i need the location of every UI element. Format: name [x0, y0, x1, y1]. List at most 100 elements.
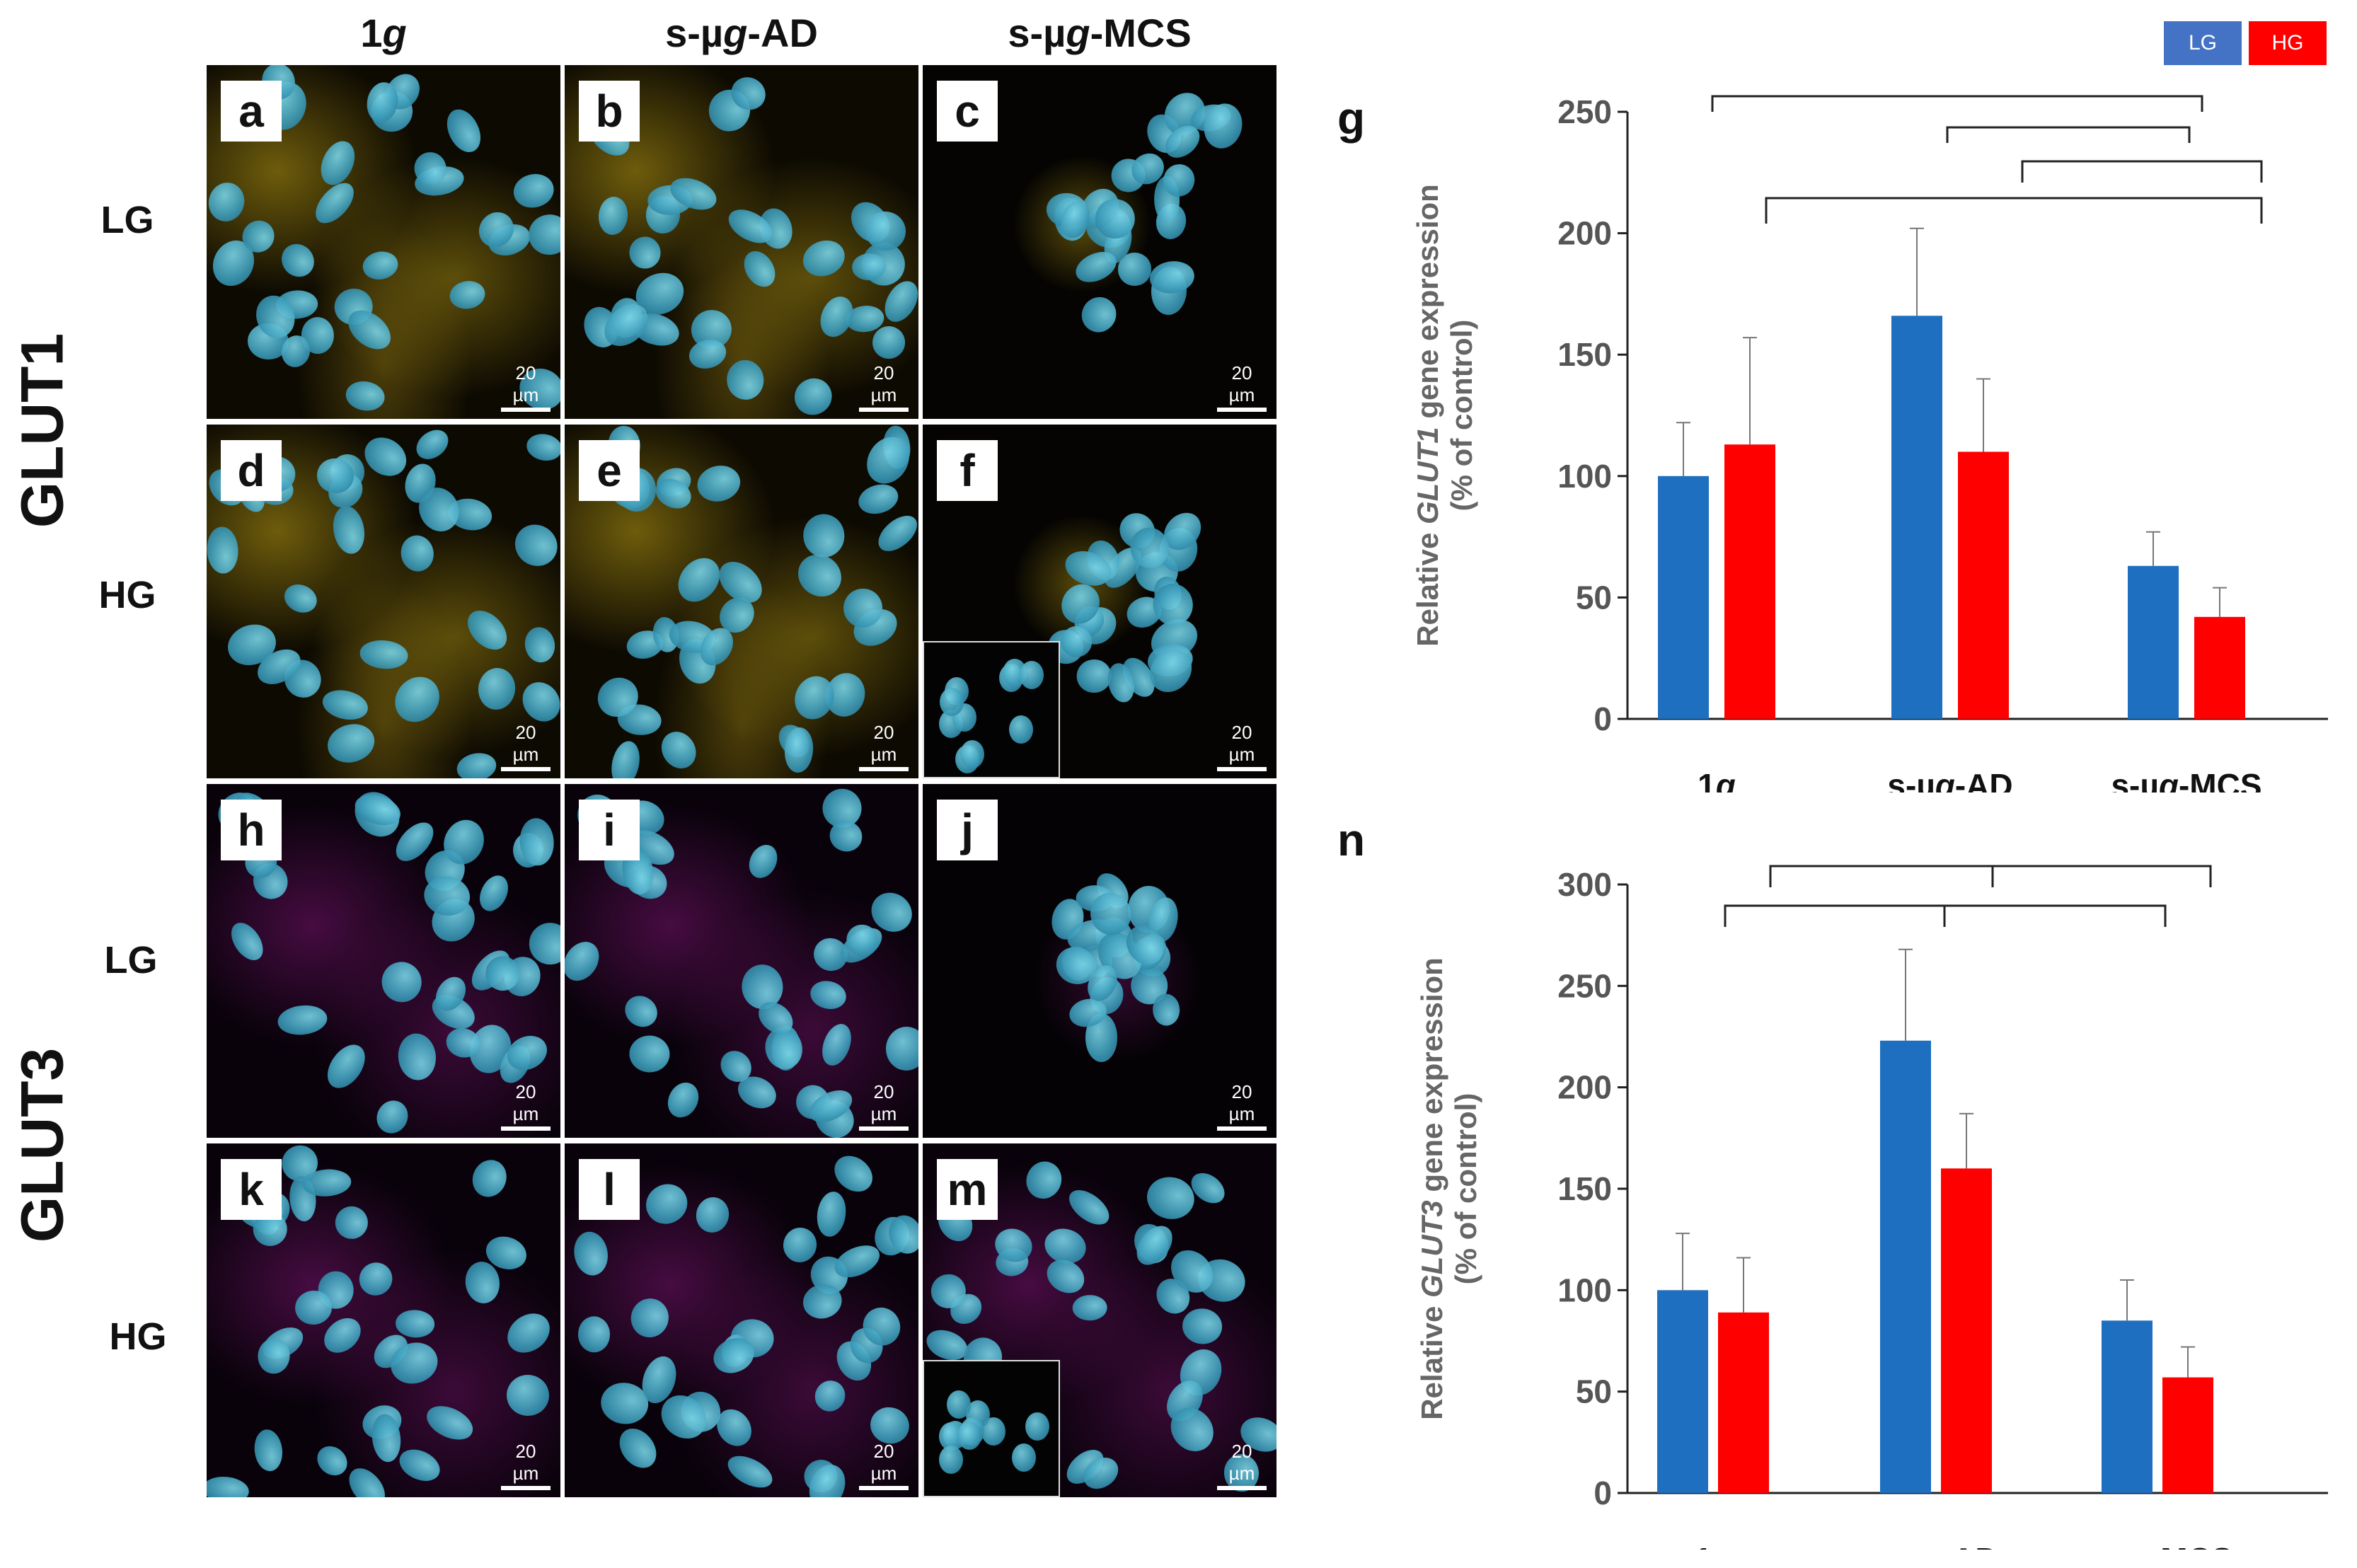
cell-nucleus: [957, 1422, 982, 1451]
cell-nucleus: [938, 1445, 963, 1474]
cell-nucleus: [320, 1038, 373, 1095]
cell-nucleus: [466, 1155, 513, 1203]
column-header-s-ug-mcs: s-µg-MCS: [1008, 11, 1192, 55]
legend-hg: HG: [2249, 21, 2327, 65]
x-tick-label-pre: s-µ: [1887, 767, 1935, 792]
panel-letter-a: a: [221, 81, 282, 142]
y-axis-sublabel: (% of control): [1445, 320, 1478, 512]
bar-hg: [1718, 1312, 1769, 1493]
scale-bar-label: 20 µm: [870, 722, 897, 765]
x-tick-label-italic: g: [1715, 767, 1736, 792]
cell-nucleus: [817, 1020, 857, 1070]
panel-letter-n: n: [1337, 814, 1366, 865]
cell-nucleus: [276, 1003, 329, 1037]
x-tick-label-pre: s-µ: [2111, 767, 2158, 792]
cell-nucleus: [1009, 715, 1034, 744]
scale-bar-label: 20 µm: [1228, 1081, 1255, 1124]
x-tick-label-pre: s-µ: [2082, 1541, 2129, 1550]
micrograph-panel-m: m 20 µm: [923, 1143, 1277, 1497]
micrograph-panel-d: d 20 µm: [207, 425, 560, 778]
x-tick-label: s-µg-MCS: [2082, 1541, 2232, 1550]
row-label-glut3-hg: HG: [109, 1315, 167, 1358]
micrograph-panel-k: k 20 µm: [207, 1143, 560, 1497]
cell-nucleus: [476, 665, 519, 713]
scale-bar-line: [501, 408, 551, 412]
cell-nucleus: [788, 371, 839, 419]
x-tick-label-post: -MCS: [2150, 1541, 2233, 1550]
y-tick-label: 150: [1557, 1170, 1612, 1207]
y-tick-label: 250: [1557, 967, 1612, 1004]
cell-nucleus: [725, 358, 766, 402]
cell-nucleus: [855, 480, 902, 519]
cell-nucleus: [454, 749, 499, 778]
bar-lg: [1657, 1290, 1708, 1493]
y-axis-label-pre: Relative: [1411, 524, 1444, 647]
scale-bar-label: 20 µm: [1228, 722, 1255, 765]
cell-nucleus: [577, 1316, 611, 1353]
panel-letter-c: c: [937, 81, 998, 142]
scale-bar-label: 20 µm: [512, 1081, 539, 1124]
scale-bar: 20 µm: [501, 1441, 551, 1490]
row-label-glut1-hg: HG: [98, 574, 156, 616]
y-tick-label: 200: [1557, 1069, 1612, 1106]
column-header-1g: 1g: [360, 11, 407, 55]
cell-nucleus: [959, 740, 984, 769]
cell-nucleus: [342, 1461, 392, 1497]
bar-hg: [1958, 451, 2009, 719]
scale-bar-line: [1217, 1126, 1267, 1131]
cell-nucleus: [884, 1025, 918, 1073]
cell-nucleus: [655, 725, 703, 776]
zoom-inset: [923, 1360, 1060, 1497]
panel-letter-g: g: [1337, 93, 1366, 144]
y-axis-label-gene: GLUT3: [1415, 1200, 1448, 1298]
scale-bar: 20 µm: [1217, 722, 1267, 771]
cell-nucleus: [743, 840, 783, 884]
cell-nucleus: [328, 503, 368, 557]
group-label-glut3: GLUT3: [8, 1047, 76, 1243]
cell-nucleus: [797, 234, 850, 282]
cell-nucleus: [809, 1375, 851, 1417]
cell-nucleus: [526, 212, 560, 257]
cell-nucleus: [939, 688, 964, 717]
scale-bar-line: [859, 1126, 909, 1131]
cell-nucleus: [1020, 661, 1044, 690]
cell-nucleus: [323, 718, 379, 768]
scale-bar-line: [859, 1486, 909, 1490]
panel-letter-m: m: [937, 1159, 998, 1220]
bar-lg: [1658, 475, 1709, 719]
scale-bar: 20 µm: [859, 1081, 909, 1131]
cell-nucleus: [780, 1224, 821, 1266]
x-tick-label-post: -AD: [1941, 1541, 1999, 1550]
cell-nucleus: [807, 977, 849, 1013]
scale-bar-line: [501, 1126, 551, 1131]
cell-nucleus: [946, 1390, 971, 1419]
cell-nucleus: [395, 1309, 436, 1339]
cell-nucleus: [311, 1440, 354, 1482]
cell-nucleus: [872, 508, 918, 558]
cell-nucleus: [474, 871, 514, 916]
scale-bar: 20 µm: [859, 722, 909, 771]
y-axis-label-post: gene expression: [1411, 184, 1444, 427]
y-tick-label: 50: [1576, 1373, 1612, 1410]
y-tick-label: 50: [1576, 579, 1612, 616]
y-tick-label: 250: [1557, 93, 1612, 130]
cell-nucleus: [394, 1443, 445, 1487]
cell-nucleus: [252, 1428, 285, 1473]
scale-bar-line: [501, 1486, 551, 1490]
y-axis-label-gene: GLUT1: [1411, 427, 1444, 524]
scale-bar-label: 20 µm: [870, 362, 897, 405]
cell-nucleus: [314, 135, 361, 190]
cell-nucleus: [611, 1421, 664, 1475]
cell-nucleus: [320, 686, 371, 724]
cell-nucleus: [626, 1294, 674, 1342]
group-label-glut1: GLUT1: [8, 333, 76, 529]
micrograph-panel-a: a 20 µm: [207, 65, 560, 419]
cell-nucleus: [207, 178, 249, 226]
cell-nucleus: [522, 625, 558, 665]
cell-nucleus: [344, 378, 387, 413]
x-tick-label: s-µg-AD: [1873, 1541, 1998, 1550]
cell-nucleus: [814, 1189, 849, 1239]
scale-bar: 20 µm: [1217, 1441, 1267, 1490]
cell-nucleus: [693, 1194, 732, 1236]
cell-nucleus: [693, 461, 744, 506]
